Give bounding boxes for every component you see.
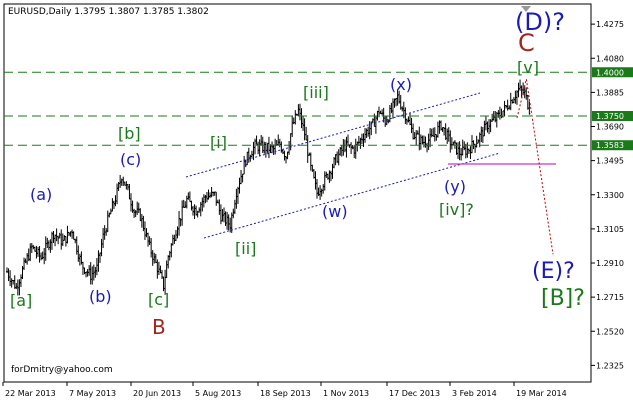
wave-label: [a]: [10, 291, 32, 310]
wave-label: [i]: [210, 133, 227, 152]
x-tick-label: 17 Dec 2013: [389, 389, 440, 398]
forecast-path: [516, 6, 554, 255]
wave-label: [ii]: [235, 239, 256, 258]
y-tick-label: 1.3885: [596, 88, 624, 97]
forecast-segment: [525, 79, 554, 255]
wave-label: (x): [390, 75, 412, 94]
channel-upper-line: [185, 92, 481, 178]
level-tag-label: 1.4000: [596, 68, 624, 77]
y-tick-label: 1.2715: [596, 293, 624, 302]
wave-label: [b]: [118, 124, 141, 143]
wave-label: [iv]?: [439, 200, 474, 219]
wave-label: C: [518, 29, 535, 57]
y-axis: 1.4275 1.4080 1.3885 1.3690 1.3495 1.3300 1.31…: [591, 20, 624, 370]
y-tick-label: 1.2910: [596, 259, 624, 268]
x-tick-label: 5 Aug 2013: [195, 389, 241, 398]
x-tick-label: 22 Mar 2013: [5, 389, 56, 398]
x-tick-label: 1 Nov 2013: [323, 389, 369, 398]
level-tag-label: 1.3750: [596, 112, 624, 121]
x-tick-label: 19 Mar 2014: [516, 389, 567, 398]
wave-label: (E)?: [532, 259, 575, 284]
wave-label: [c]: [148, 290, 169, 309]
x-axis: 22 Mar 2013 7 May 2013 20 Jun 2013 5 Aug 20…: [2, 382, 567, 398]
level-tag-label: 1.3583: [596, 141, 624, 150]
channel-lower-line: [203, 152, 501, 239]
wave-label: [iii]: [303, 83, 329, 102]
wave-labels: [a] (a) (b) [b] (c) [c] B [i] [ii] [iii] (w) (x) (y)…: [10, 8, 585, 339]
y-tick-label: 1.2520: [596, 327, 624, 336]
y-tick-label: 1.3495: [596, 157, 624, 166]
x-tick-label: 20 Jun 2013: [133, 389, 181, 398]
level-tag: [592, 67, 633, 78]
price-bars: [6, 79, 531, 296]
y-tick-label: 1.3105: [596, 225, 624, 234]
y-tick-label: 1.4080: [596, 54, 624, 63]
wave-label: (c): [120, 150, 141, 169]
y-tick-label: 1.2325: [596, 361, 624, 370]
wave-label: (y): [444, 177, 466, 196]
y-tick-label: 1.3300: [596, 191, 624, 200]
wave-label: [B]?: [541, 286, 585, 311]
plot-frame: [3, 3, 592, 383]
level-tag: [592, 111, 633, 121]
x-tick-label: 7 May 2013: [69, 389, 116, 398]
wave-label: (D)?: [515, 8, 565, 36]
wave-label: B: [152, 315, 166, 339]
arrow-icon: [521, 6, 531, 12]
watermark: forDmitry@yahoo.com: [11, 365, 113, 375]
y-tick-label: 1.3690: [596, 123, 624, 132]
wave-label: [v]: [517, 58, 539, 77]
level-tag: [592, 140, 633, 151]
forecast-segment: [516, 79, 527, 119]
x-tick-label: 3 Feb 2014: [452, 389, 497, 398]
ohlc-bar: [528, 101, 531, 115]
level-lines: 1.4000 1.3750 1.3583: [4, 67, 633, 151]
x-tick-label: 18 Sep 2013: [260, 389, 311, 398]
wave-label: (a): [30, 185, 52, 204]
wave-label: (w): [322, 202, 348, 221]
chart-title: EURUSD,Daily 1.3795 1.3807 1.3785 1.3802: [8, 7, 209, 17]
wave-label: (b): [89, 287, 112, 306]
trend-channel: [185, 92, 556, 239]
y-tick-label: 1.4275: [596, 20, 624, 29]
